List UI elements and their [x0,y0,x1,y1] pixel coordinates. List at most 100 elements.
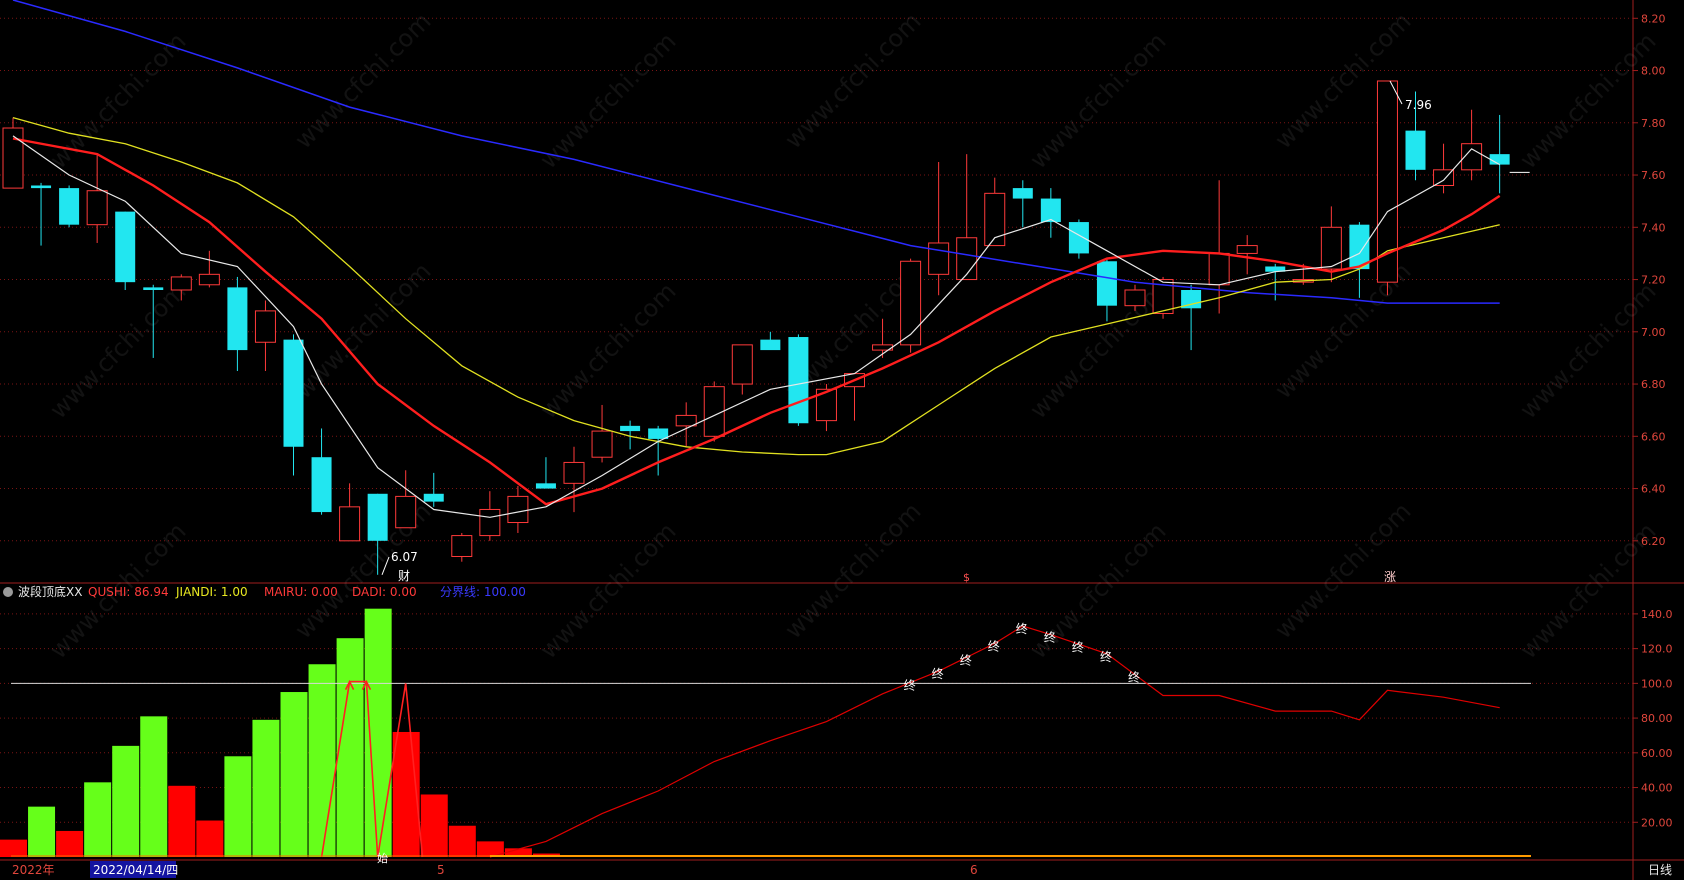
candle-body-up[interactable] [1433,169,1455,186]
candle-body-down[interactable] [143,287,164,290]
watermark-text: www.cfchi.com [1024,27,1171,174]
indicator-tick-label: 120.0 [1641,643,1673,656]
candle-body-up[interactable] [956,237,978,281]
candle-body-down[interactable] [535,483,556,489]
indicator-bar-red [420,794,448,857]
candle-body-down[interactable] [423,493,444,502]
candle-body-down[interactable] [227,287,248,351]
candlesticks[interactable] [2,80,1510,575]
candle-body-up[interactable] [1124,289,1146,307]
indicator-bar-red [476,841,504,857]
candle-body-down[interactable] [283,339,304,447]
zhong-label: 终 [1044,630,1056,645]
zhong-label: 终 [960,652,972,667]
event-cai[interactable]: 财 [398,569,410,583]
indicator-bar-green [28,806,56,857]
candle-body-up[interactable] [170,276,192,291]
indicator-tick-label: 100.0 [1641,677,1673,690]
candle-body-up[interactable] [815,388,837,422]
up-arrow-icon [344,679,355,690]
candle-body-down[interactable] [1068,222,1089,254]
watermark-text: www.cfchi.com [779,7,926,154]
signal-line [320,680,424,858]
moving-average-lines [12,0,1530,575]
high-pointer [1389,80,1403,105]
candle-body-up[interactable] [731,344,753,385]
watermark-text: www.cfchi.com [1514,277,1661,424]
candle-body-down[interactable] [311,457,332,513]
indicator-bar-red [504,848,532,857]
candle-body-up[interactable] [591,430,613,458]
candle-body-down[interactable] [1040,198,1061,223]
candle-body-up[interactable] [1461,143,1483,171]
event-zhang[interactable]: 涨 [1384,569,1396,584]
indicator-name[interactable]: 波段顶底XX [18,584,82,599]
indicator-bar-red [448,825,476,857]
candle-body-down[interactable] [31,185,52,189]
indicator-value-3: DADI: 0.00 [352,585,417,599]
zhong-label: 终 [988,638,1000,653]
candle-body-up[interactable] [984,192,1006,247]
candle-body-up[interactable] [507,495,529,524]
candle-body-up[interactable] [703,386,725,437]
candle-body-down[interactable] [1012,188,1033,199]
candle-body-down[interactable] [648,428,669,439]
candle-body-up[interactable] [900,260,922,346]
watermark-text: www.cfchi.com [534,27,681,174]
candle-body-up[interactable] [86,190,108,226]
candle-body-up[interactable] [339,506,361,542]
year-label: 2022年 [12,863,55,877]
indicator-bar-green [252,719,280,857]
candle-body-up[interactable] [198,273,220,286]
indicator-value-2: MAIRU: 0.00 [264,585,338,599]
indicator-bar-green [140,716,168,857]
candle-body-down[interactable] [760,339,781,351]
candle-body-up[interactable] [1208,252,1230,286]
zhong-label: 终 [1128,670,1140,685]
candle-body-up[interactable] [675,414,697,427]
candle-body-up[interactable] [1376,80,1398,283]
low-price-label: 6.07 [391,550,418,564]
indicator-bar-red [392,731,420,857]
indicator-bar-green [224,756,252,857]
indicator-bar-red [168,785,196,857]
candle-body-down[interactable] [115,211,136,283]
candle-body-up[interactable] [254,310,276,343]
candle-body-down[interactable] [788,337,809,424]
price-tick-label: 7.80 [1641,117,1666,130]
indicator-bar-green [280,692,308,857]
candle-body-down[interactable] [1489,154,1510,165]
indicator-value-0: QUSHI: 86.94 [88,585,169,599]
chevron-down-icon[interactable] [3,587,13,597]
indicator-tick-label: 140.0 [1641,608,1673,621]
candle-body-down[interactable] [367,493,388,541]
candle-body-up[interactable] [2,127,24,189]
candle-body-down[interactable] [1096,261,1117,306]
candle-body-down[interactable] [1349,224,1370,270]
indicator-tick-label: 60.00 [1641,747,1673,760]
candle-body-up[interactable] [1152,279,1174,315]
indicator-bar-green [364,608,392,857]
watermark-text: www.cfchi.com [779,497,926,644]
candle-body-up[interactable] [451,535,473,557]
watermark-text: www.cfchi.com [44,27,191,174]
candle-body-up[interactable] [1236,245,1258,254]
candle-body-down[interactable] [1265,266,1286,272]
cursor-date-label: 2022/04/14/四 [93,863,178,877]
candle-body-down[interactable] [1405,130,1426,170]
candle-body-up[interactable] [563,461,585,484]
candle-body-down[interactable] [620,425,641,432]
zhong-label: 终 [932,666,944,681]
candle-body-up[interactable] [479,508,501,537]
candle-body-up[interactable] [928,242,950,275]
indicator-bar-green [308,664,336,857]
event-s[interactable]: $ [963,571,970,584]
candle-body-up[interactable] [395,495,417,529]
candle-body-up[interactable] [1320,226,1342,270]
date-axis: 2022年 2022/04/14/四 5 6 日线 [12,861,1672,878]
date-highlight [90,861,176,878]
candle-body-down[interactable] [59,188,80,225]
period-label[interactable]: 日线 [1648,863,1672,877]
indicator-tick-label: 20.00 [1641,816,1673,829]
